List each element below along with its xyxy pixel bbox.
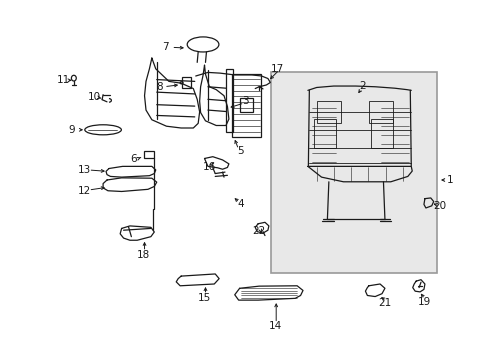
Text: 5: 5 — [237, 146, 244, 156]
Text: 1: 1 — [446, 175, 453, 185]
Bar — [271, 72, 436, 273]
Text: 18: 18 — [136, 250, 149, 260]
Text: 10: 10 — [87, 92, 101, 102]
Text: 2: 2 — [359, 81, 365, 91]
Text: 21: 21 — [378, 298, 391, 309]
Text: 20: 20 — [432, 201, 445, 211]
Bar — [143, 150, 154, 158]
Text: 9: 9 — [68, 125, 75, 135]
Text: 15: 15 — [198, 293, 211, 303]
Bar — [226, 69, 233, 132]
Bar — [239, 98, 253, 112]
Bar — [314, 119, 335, 148]
Text: 16: 16 — [203, 162, 216, 172]
Bar — [182, 77, 190, 88]
Text: 13: 13 — [78, 165, 91, 175]
Text: 12: 12 — [78, 186, 91, 197]
Text: 22: 22 — [252, 226, 265, 236]
Bar — [368, 101, 392, 123]
Text: 3: 3 — [242, 96, 248, 106]
Bar — [232, 74, 260, 137]
Text: 7: 7 — [162, 42, 168, 51]
Text: 8: 8 — [156, 82, 163, 93]
Text: 19: 19 — [416, 297, 430, 307]
Text: 11: 11 — [57, 75, 70, 85]
Text: 17: 17 — [270, 64, 284, 74]
Text: 4: 4 — [237, 199, 244, 210]
Text: 6: 6 — [130, 154, 136, 164]
Text: 14: 14 — [268, 321, 282, 331]
Bar — [370, 119, 392, 148]
Bar — [316, 101, 340, 123]
